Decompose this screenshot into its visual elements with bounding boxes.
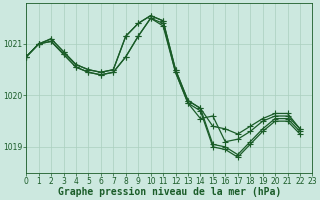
X-axis label: Graphe pression niveau de la mer (hPa): Graphe pression niveau de la mer (hPa) xyxy=(58,187,281,197)
